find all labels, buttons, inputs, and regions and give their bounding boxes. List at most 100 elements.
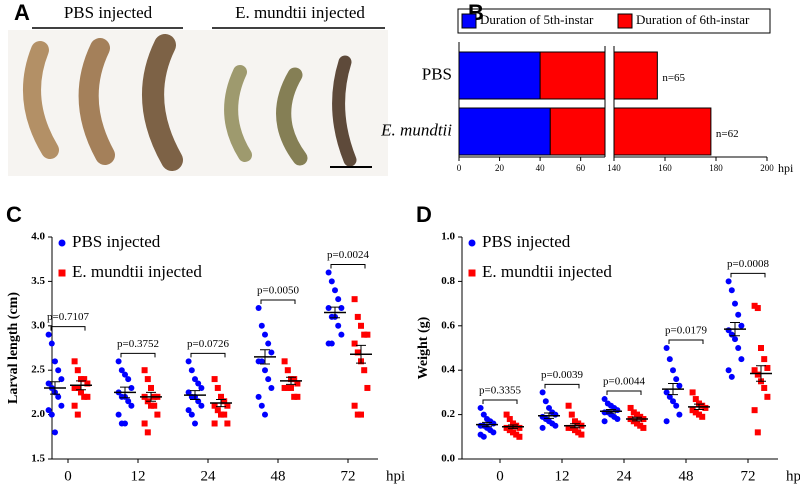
- error-bar: [730, 321, 740, 337]
- data-point: [630, 409, 637, 416]
- bracket: [544, 383, 580, 389]
- data-point: [351, 296, 358, 303]
- data-point: [141, 420, 148, 427]
- x-tick-label: 24: [617, 468, 633, 484]
- data-point: [45, 407, 52, 414]
- data-point: [663, 345, 670, 351]
- data-point: [751, 407, 758, 414]
- data-point: [58, 376, 65, 383]
- legend-swatch: [617, 13, 633, 29]
- data-point: [125, 376, 132, 383]
- data-point: [198, 384, 205, 391]
- error-bar: [76, 380, 86, 391]
- data-point: [670, 398, 676, 405]
- data-point: [565, 424, 572, 431]
- data-point: [634, 420, 640, 427]
- bracket: [606, 390, 642, 396]
- p-value: p=0.3752: [117, 338, 159, 350]
- data-point: [294, 380, 301, 387]
- data-point: [214, 384, 221, 391]
- x-tick-label: 0: [457, 163, 462, 173]
- data-point: [361, 331, 368, 338]
- data-point: [52, 358, 58, 365]
- data-point: [78, 376, 84, 383]
- data-point: [58, 402, 65, 409]
- data-point: [542, 398, 549, 405]
- y-tick-label: PBS: [422, 64, 452, 83]
- data-point: [699, 413, 706, 420]
- bracket: [668, 339, 704, 344]
- data-point: [71, 384, 78, 391]
- data-point: [81, 376, 88, 383]
- data-point: [728, 373, 735, 380]
- data-point: [214, 407, 221, 414]
- bracket: [190, 352, 226, 358]
- data-point: [754, 429, 761, 436]
- y-tick-label: E. mundtii: [380, 120, 452, 139]
- p-value: p=0.0050: [257, 285, 299, 297]
- data-point: [692, 396, 699, 403]
- y-tick-label: 1.0: [441, 231, 455, 243]
- data-point: [115, 358, 122, 365]
- data-point: [696, 400, 702, 407]
- data-point: [510, 429, 516, 436]
- data-point: [754, 305, 761, 312]
- error-bar: [260, 349, 270, 365]
- data-point: [55, 393, 62, 400]
- legend-marker: [58, 239, 66, 247]
- data-point: [48, 411, 55, 418]
- data-point: [218, 411, 224, 418]
- x-tick-label: 24: [201, 468, 217, 484]
- data-point: [224, 402, 231, 409]
- data-point: [666, 356, 673, 363]
- data-point: [539, 389, 546, 396]
- data-point: [761, 384, 768, 391]
- data-point: [198, 402, 205, 409]
- data-point: [480, 433, 487, 440]
- data-point: [122, 371, 128, 378]
- y-tick-label: 0.4: [441, 364, 455, 376]
- data-point: [601, 418, 608, 425]
- data-point: [516, 433, 523, 440]
- data-point: [761, 356, 768, 363]
- y-axis-label: Larval length (cm): [6, 292, 21, 404]
- data-point: [758, 345, 764, 351]
- data-point: [689, 407, 696, 414]
- data-point: [291, 376, 298, 383]
- data-point: [732, 336, 738, 343]
- data-point: [154, 411, 161, 418]
- p-value: p=0.0008: [727, 258, 769, 270]
- error-bar: [544, 412, 554, 419]
- data-point: [192, 376, 198, 383]
- data-point: [265, 376, 272, 383]
- data-point: [627, 404, 634, 411]
- data-point: [764, 393, 771, 400]
- data-point: [754, 371, 761, 378]
- data-point: [506, 427, 513, 434]
- data-point: [565, 402, 572, 409]
- data-point: [221, 398, 228, 405]
- data-point: [614, 407, 621, 414]
- data-point: [328, 278, 335, 285]
- data-point: [268, 384, 275, 391]
- data-point: [725, 278, 732, 285]
- y-tick-label: 2.5: [31, 364, 45, 376]
- data-point: [218, 393, 224, 400]
- data-point: [516, 424, 523, 431]
- data-point: [128, 384, 135, 391]
- data-point: [211, 420, 218, 427]
- data-point: [354, 349, 361, 356]
- error-bar: [482, 421, 492, 428]
- legend-swatch: [461, 13, 477, 29]
- data-point: [185, 407, 192, 414]
- data-point: [480, 411, 487, 418]
- data-point: [477, 404, 484, 411]
- p-value: p=0.0726: [187, 338, 229, 350]
- data-point: [552, 422, 559, 429]
- x-tick-label: 72: [341, 468, 356, 484]
- data-point: [354, 411, 361, 418]
- panel-letter: C: [6, 202, 22, 227]
- p-value: p=0.0039: [541, 369, 583, 381]
- data-point: [637, 422, 644, 429]
- x-tick-label: 12: [131, 468, 146, 484]
